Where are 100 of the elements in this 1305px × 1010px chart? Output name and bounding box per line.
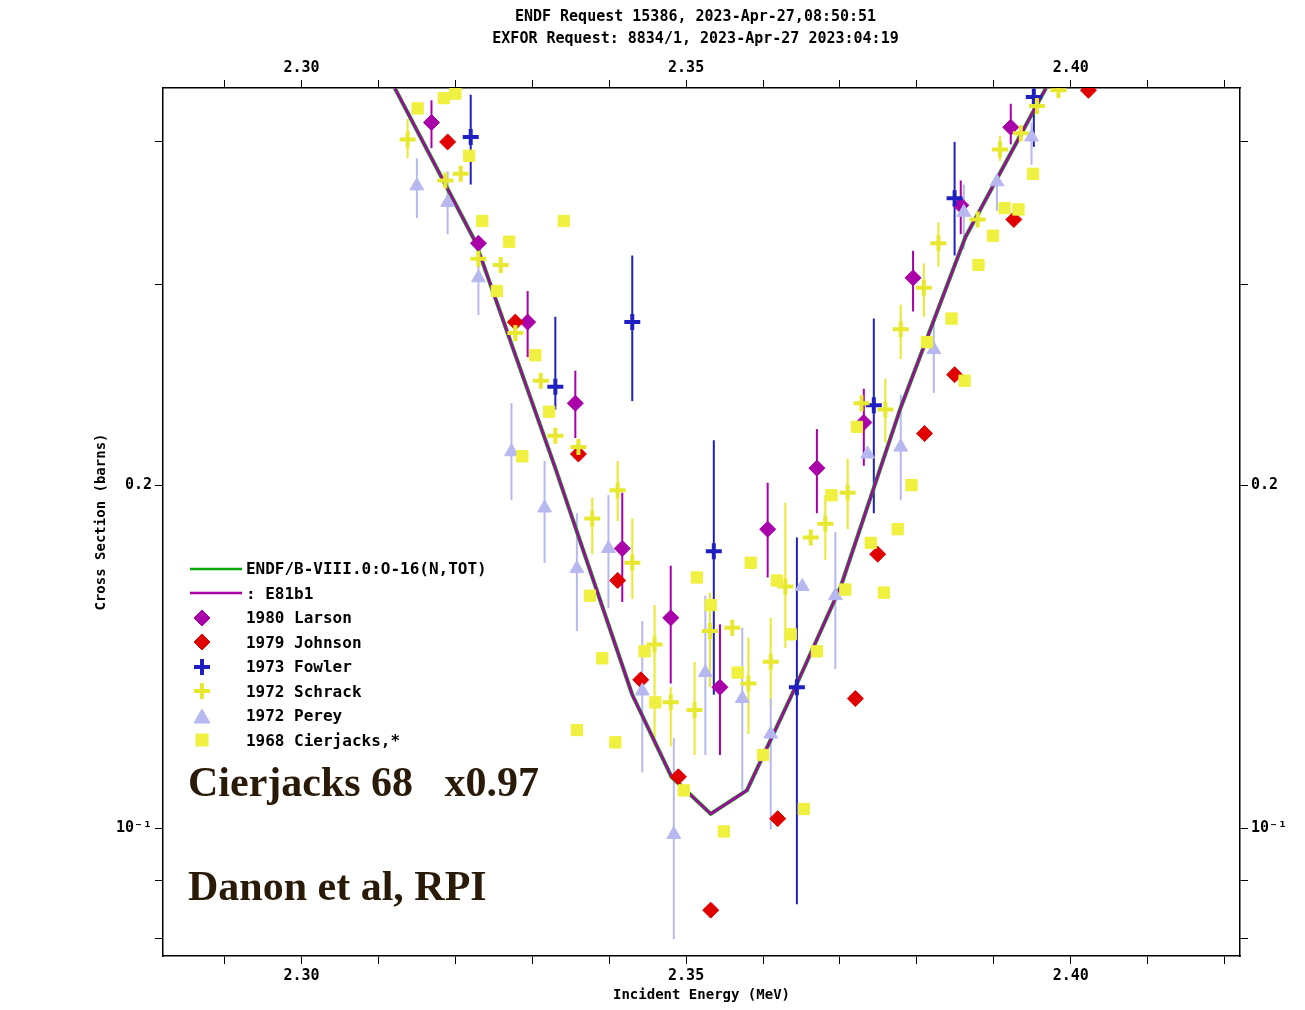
point (582, 508, 603, 529)
x2-tick-label: 2.40 (1052, 57, 1089, 76)
point (519, 313, 537, 331)
point (704, 598, 717, 612)
annotation: Cierjacks 68 x0.97 (188, 758, 540, 806)
point (905, 479, 918, 492)
point (775, 576, 796, 597)
point (596, 652, 609, 665)
legend-label: 1980 Larson (245, 608, 352, 628)
point (800, 527, 821, 548)
point (439, 133, 457, 151)
point (613, 540, 631, 558)
point (684, 700, 705, 721)
point (744, 556, 757, 569)
point (810, 645, 824, 658)
point (1024, 128, 1039, 142)
point (846, 690, 864, 708)
point (717, 825, 730, 838)
point (437, 91, 450, 105)
point (545, 425, 566, 446)
point (1026, 96, 1047, 117)
point (697, 664, 713, 678)
point (699, 620, 720, 641)
point (460, 126, 481, 147)
point (839, 583, 852, 596)
point (945, 312, 958, 325)
point (958, 374, 971, 387)
point (409, 177, 425, 191)
point (891, 523, 904, 536)
point (677, 784, 690, 797)
point (920, 335, 934, 349)
legend-label: 1972 Schrack (245, 681, 362, 701)
point (583, 589, 597, 602)
point (476, 214, 489, 228)
point (877, 586, 890, 599)
point (926, 341, 942, 355)
point (638, 645, 651, 658)
point (711, 678, 729, 696)
point (913, 277, 934, 298)
point (1002, 118, 1020, 136)
point (863, 395, 884, 416)
point (967, 209, 988, 230)
point (649, 696, 662, 709)
point (503, 235, 516, 248)
point (537, 499, 552, 513)
point (607, 480, 628, 501)
point (530, 370, 551, 391)
point (827, 587, 843, 601)
legend-label: ENDF/B-VIII.0:O-16(N,TOT) (245, 559, 487, 579)
point (722, 617, 743, 638)
point (690, 571, 704, 584)
point (422, 113, 440, 131)
point (797, 802, 810, 816)
chart-title: ENDF Request 15386, 2023-Apr-27,08:50:51 (514, 6, 877, 25)
point (634, 682, 650, 696)
text: 0.2 (124, 475, 152, 494)
point (893, 438, 909, 452)
x-axis-title: Incident Energy (MeV) (612, 986, 791, 1003)
x-tick-label: 2.40 (1052, 965, 1089, 984)
point (734, 690, 750, 704)
legend-label: 1972 Perey (245, 706, 343, 726)
point (450, 163, 471, 184)
point (890, 319, 911, 340)
x-tick-label: 2.30 (283, 965, 320, 984)
point (566, 394, 584, 412)
point (989, 173, 1005, 187)
point (928, 233, 949, 254)
point (470, 269, 486, 283)
text: 10⁻¹ (115, 818, 152, 837)
point (529, 349, 542, 362)
point (998, 201, 1011, 215)
point (543, 405, 556, 418)
point (468, 248, 489, 269)
point (770, 574, 784, 587)
point (875, 399, 896, 420)
point (469, 234, 487, 252)
point (784, 628, 797, 641)
point (904, 269, 922, 287)
point (1010, 123, 1031, 144)
point (825, 489, 838, 502)
point (756, 748, 770, 762)
point (669, 768, 687, 786)
point (864, 536, 877, 550)
point (731, 666, 744, 679)
point (702, 901, 720, 919)
point (490, 284, 504, 298)
point (769, 810, 787, 828)
point (763, 725, 779, 739)
point (449, 88, 462, 100)
point (808, 459, 826, 477)
point (435, 170, 456, 191)
point (622, 552, 643, 573)
point (972, 258, 985, 272)
x2-tick-label: 2.35 (668, 57, 705, 76)
point (1026, 167, 1040, 181)
point (660, 692, 681, 713)
point (568, 437, 589, 458)
point (986, 229, 1000, 242)
point (609, 736, 622, 749)
point (760, 651, 781, 672)
